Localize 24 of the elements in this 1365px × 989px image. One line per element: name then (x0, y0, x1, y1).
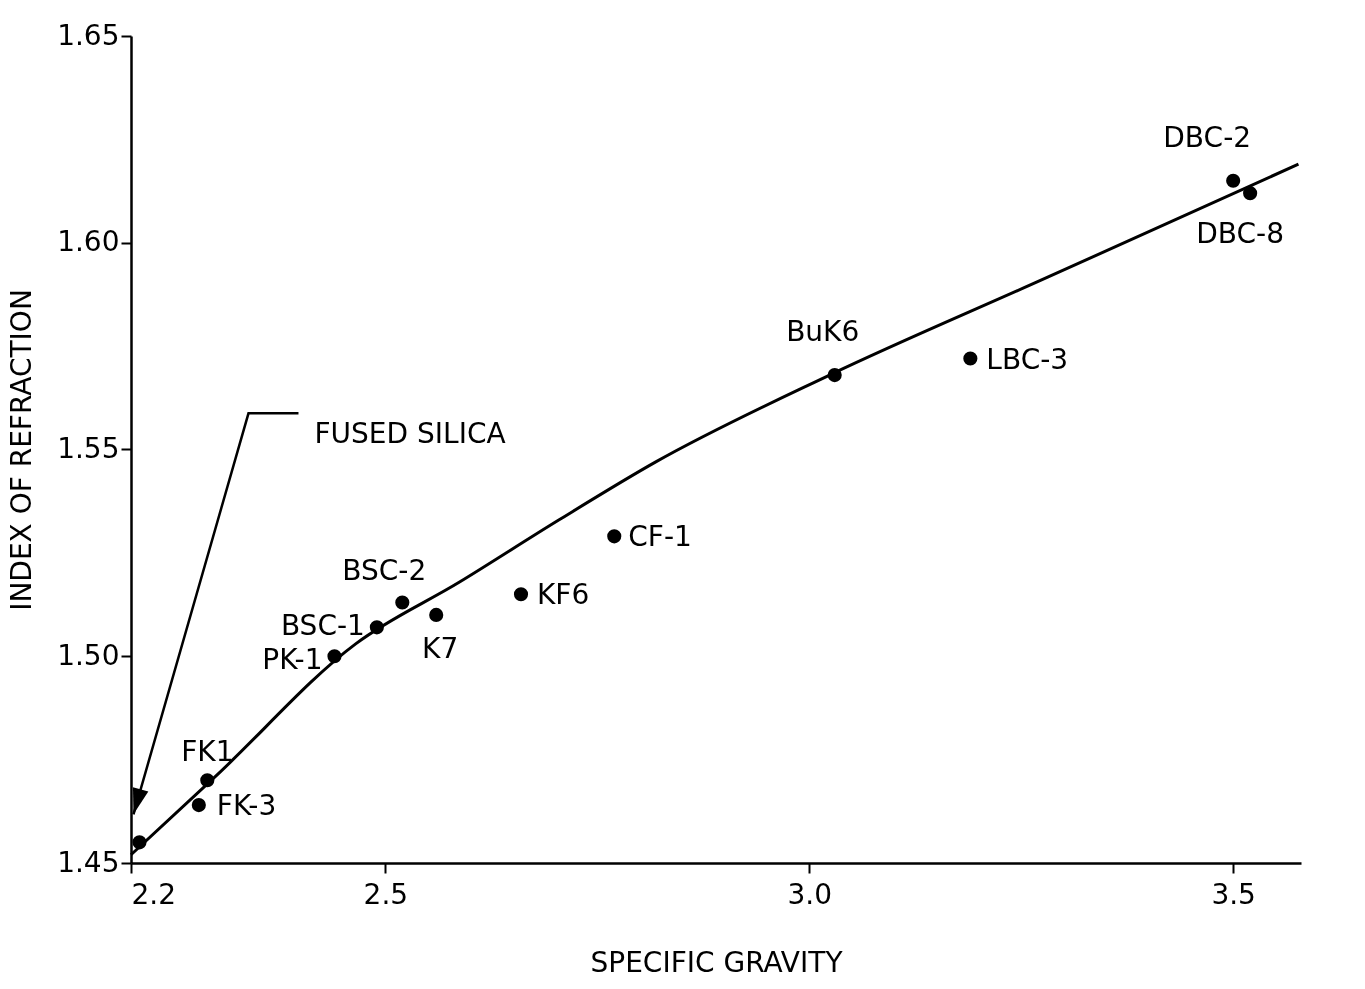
y-tick-label: 1.55 (57, 432, 120, 465)
y-tick-label: 1.60 (57, 225, 120, 259)
annotation: CF-1 (628, 520, 692, 554)
annotation: FK1 (181, 735, 234, 769)
annotation: BuK6 (786, 315, 860, 349)
annotation: DBC-2 (1163, 120, 1252, 154)
annotation: FUSED SILICA (314, 417, 506, 451)
x-tick-label: 3.5 (1211, 877, 1256, 911)
annotation: KF6 (537, 578, 590, 612)
annotation: K7 (422, 631, 459, 665)
annotation: PK-1 (262, 643, 323, 677)
y-tick-label: 1.50 (57, 638, 120, 672)
annotation: FK-3 (216, 789, 277, 823)
x-axis-title: SPECIFIC GRAVITY (590, 945, 844, 979)
y-tick-label: 1.65 (57, 18, 120, 52)
y-tick-label: 1.45 (57, 845, 120, 879)
x-tick-label: 2.5 (363, 877, 409, 911)
annotation: DBC-8 (1196, 217, 1285, 251)
annotation: BSC-1 (280, 609, 365, 643)
annotation: LBC-3 (986, 342, 1069, 376)
y-axis-title: INDEX OF REFRACTION (5, 289, 39, 611)
x-tick-label: 2.2 (131, 877, 177, 911)
annotation: BSC-2 (342, 554, 427, 588)
x-tick-label: 3.0 (787, 877, 833, 911)
